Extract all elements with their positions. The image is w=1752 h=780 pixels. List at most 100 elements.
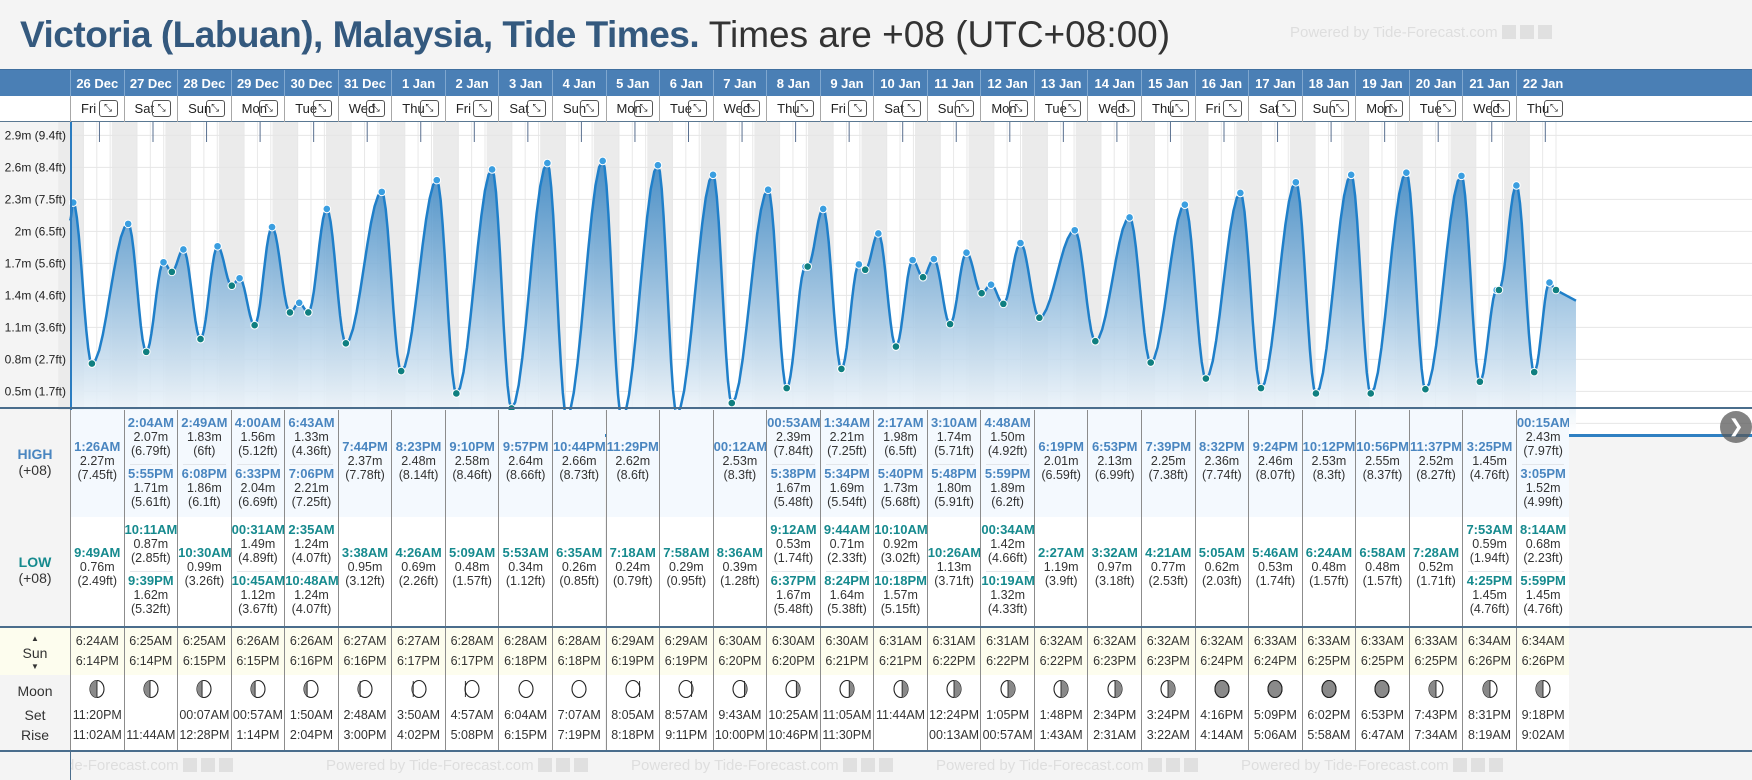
weekday-cell: Fri ⤡ (819, 96, 874, 122)
weekday-cell: Wed ⤡ (1462, 96, 1516, 122)
expand-day-button[interactable]: ⤡ (1330, 100, 1350, 117)
date-cell: 17 Jan (1248, 70, 1302, 97)
tide-height-m: 2.58m (454, 454, 490, 468)
tide-time: 7:39PM (1145, 439, 1192, 454)
tide-time: 9:24PM (1252, 439, 1299, 454)
sun-cell: 6:26AM 6:15PM (230, 628, 285, 675)
expand-day-button[interactable]: ⤡ (901, 100, 921, 117)
moon-cell: 1:48PM 1:43AM (1033, 675, 1088, 750)
y-tick-label: 2m (6.5ft) (15, 224, 66, 238)
divider (0, 626, 1752, 628)
sun-cell: 6:31AM 6:21PM (873, 628, 927, 675)
expand-day-button[interactable]: ⤡ (1490, 100, 1510, 117)
moonset-time: 6:04AM (504, 708, 548, 722)
high-tide-point (1125, 213, 1134, 222)
tide-time: 10:12PM (1302, 439, 1356, 454)
moonset-time: 8:57AM (664, 708, 708, 722)
tide-entry: 3:25PM 1.45m (4.76ft) (1463, 440, 1516, 483)
expand-day-button[interactable]: ⤡ (1115, 100, 1135, 117)
high-tide-point (1512, 181, 1521, 190)
moon-phase-icon (571, 679, 587, 699)
moon-phase-icon (143, 679, 159, 699)
tide-time: 5:09AM (448, 544, 496, 560)
expand-day-button[interactable]: ⤡ (741, 100, 761, 117)
tide-height-m: 0.99m (186, 559, 222, 574)
tide-height-m: 1.52m (1525, 481, 1561, 495)
date-cell: 26 Dec (70, 70, 124, 97)
sunset-time: 6:20PM (771, 654, 815, 668)
low-tide-point (227, 281, 237, 291)
moon-cell: 11:44AM (123, 675, 178, 750)
expand-day-button[interactable]: ⤡ (1008, 100, 1028, 117)
expand-day-button[interactable]: ⤡ (1276, 100, 1296, 117)
logo-icon (1488, 758, 1503, 772)
moon-phase-icon (1374, 679, 1391, 699)
expand-day-button[interactable]: ⤡ (312, 100, 332, 117)
powered-by-watermark: Powered by Tide-Forecast.com (326, 757, 588, 774)
expand-day-button[interactable]: ⤡ (419, 100, 439, 117)
expand-day-button[interactable]: ⤡ (366, 100, 386, 117)
entry-separator (183, 464, 226, 465)
moonrise-time: 6:15PM (504, 728, 548, 742)
date-cell: 4 Jan (551, 70, 606, 97)
tide-height-m: 1.62m (133, 588, 169, 602)
weekday-cell: Fri ⤡ (444, 96, 499, 122)
tide-entry: 10:10AM 0.92m (3.02ft) (874, 523, 927, 566)
expand-day-button[interactable]: ⤡ (1383, 100, 1403, 117)
sunset-time: 6:20PM (718, 654, 762, 668)
expand-day-button[interactable]: ⤡ (687, 100, 707, 117)
moon-cell: 6:04AM 6:15PM (498, 675, 552, 750)
tide-chart-svg: 0.2m (0.8ft)0.5m (1.7ft)0.8m (2.7ft)1.1m… (5, 122, 1752, 437)
expand-day-button[interactable]: ⤡ (1062, 100, 1082, 117)
moonrise-time: 7:19PM (557, 728, 601, 742)
low-cell: 2:27AM 1.19m (3.9ft) (1033, 517, 1088, 626)
high-cell: 1:26AM 2.27m (7.45ft) (70, 410, 124, 517)
tide-time: 4:21AM (1145, 544, 1192, 560)
expand-day-button[interactable]: ⤡ (152, 100, 172, 117)
moonset-time: 3:50AM (397, 708, 441, 722)
date-cell: 16 Jan (1194, 70, 1249, 97)
high-cell: 11:37PM 2.52m (8.27ft) (1408, 410, 1463, 517)
low-cell: 8:14AM 0.68m (2.23ft) 5:59PM 1.45m (4.76ft) (1515, 517, 1570, 626)
tide-height-ft: (4.36ft) (291, 444, 332, 458)
expand-day-button[interactable]: ⤡ (1544, 100, 1564, 117)
date-cell: 22 Jan (1515, 70, 1570, 97)
date-cell: 20 Jan (1408, 70, 1463, 97)
tide-height-ft: (6.5ft) (884, 444, 917, 458)
tide-entry: 5:38PM 1.67m (5.48ft) (767, 467, 820, 510)
expand-day-button[interactable]: ⤡ (473, 100, 493, 117)
expand-day-button[interactable]: ⤡ (1437, 100, 1457, 117)
weekday-cell: Thu ⤡ (766, 96, 820, 122)
high-tide-row: HIGH (+08) 1:26AM 2.27m (7.45ft) 2:04AM 2.07m(… (0, 410, 1752, 517)
next-arrow-button[interactable]: ❯ (1720, 411, 1752, 443)
weekday-label: Fri (830, 101, 846, 116)
expand-day-button[interactable]: ⤡ (848, 100, 868, 117)
sunrise-time: 6:24AM (75, 634, 119, 648)
date-cell: 10 Jan (873, 70, 927, 97)
sunset-time: 6:18PM (557, 654, 601, 668)
expand-day-button[interactable]: ⤡ (259, 100, 279, 117)
moon-disc (518, 679, 534, 699)
expand-day-button[interactable]: ⤡ (1169, 100, 1189, 117)
expand-day-button[interactable]: ⤡ (205, 100, 225, 117)
tide-height-ft: (3.67ft) (238, 602, 278, 616)
expand-day-button[interactable]: ⤡ (580, 100, 600, 117)
tide-height-ft: (4.89ft) (238, 551, 278, 565)
tide-height-ft: (1.57ft) (452, 573, 492, 588)
low-title: LOW (18, 553, 52, 570)
moon-cell: 9:18PM 9:02AM (1515, 675, 1570, 750)
low-cell: 7:28AM 0.52m (1.71ft) (1408, 517, 1463, 626)
tide-time: 00:12AM (713, 439, 767, 454)
expand-day-button[interactable]: ⤡ (98, 100, 118, 117)
sunrise-time: 6:28AM (450, 634, 494, 648)
expand-day-button[interactable]: ⤡ (955, 100, 975, 117)
expand-day-button[interactable]: ⤡ (526, 100, 546, 117)
sunset-time: 6:25PM (1414, 654, 1458, 668)
tide-height-ft: (1.94ft) (1469, 551, 1510, 565)
expand-day-button[interactable]: ⤡ (634, 100, 654, 117)
tide-entry: 9:57PM 2.64m (8.66ft) (499, 440, 552, 483)
y-tick-label: 1.1m (3.6ft) (5, 320, 66, 334)
expand-day-button[interactable]: ⤡ (794, 100, 814, 117)
tide-height-ft: (2.23ft) (1523, 551, 1563, 565)
expand-day-button[interactable]: ⤡ (1223, 100, 1243, 117)
